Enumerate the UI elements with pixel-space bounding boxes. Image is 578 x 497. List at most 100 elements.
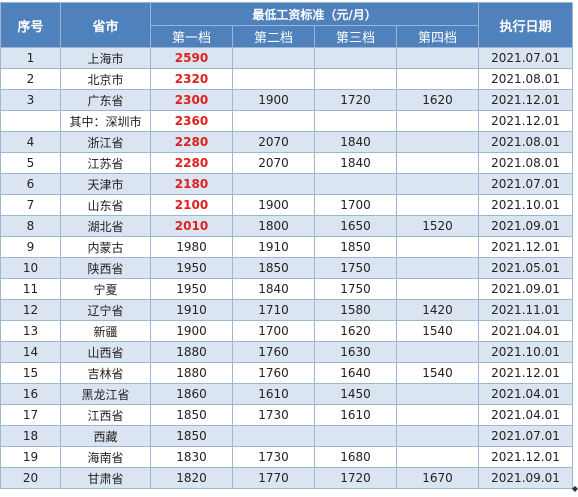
cell-date: 2021.07.01 bbox=[478, 173, 574, 195]
cell-tier-1: 2590 bbox=[150, 47, 233, 69]
table-row: 2 北京市 2320 2021.08.01 bbox=[0, 68, 574, 90]
cell-date: 2021.08.01 bbox=[478, 152, 574, 174]
cell-seq: 8 bbox=[0, 215, 61, 237]
cell-tier-3: 1840 bbox=[314, 131, 397, 153]
cell-seq: 19 bbox=[0, 446, 61, 468]
cell-tier-1: 2280 bbox=[150, 131, 233, 153]
cell-province: 宁夏 bbox=[60, 278, 151, 300]
cell-province: 上海市 bbox=[60, 47, 151, 69]
cell-tier-1: 2320 bbox=[150, 68, 233, 90]
cell-tier-1: 1880 bbox=[150, 341, 233, 363]
cell-tier-3 bbox=[314, 425, 397, 447]
cell-date: 2021.08.01 bbox=[478, 131, 574, 153]
table-row: 12 辽宁省 1910 1710 1580 1420 2021.11.01 bbox=[0, 299, 574, 321]
cell-province: 北京市 bbox=[60, 68, 151, 90]
cell-tier-3: 1700 bbox=[314, 194, 397, 216]
cell-tier-3: 1720 bbox=[314, 89, 397, 111]
cell-tier-2: 1760 bbox=[232, 362, 315, 384]
table-row: 9 内蒙古 1980 1910 1850 2021.12.01 bbox=[0, 236, 574, 258]
cell-seq: 11 bbox=[0, 278, 61, 300]
cell-province: 甘肃省 bbox=[60, 467, 151, 489]
cell-seq: 17 bbox=[0, 404, 61, 426]
cell-seq: 13 bbox=[0, 320, 61, 342]
cell-tier-1: 1860 bbox=[150, 383, 233, 405]
cell-seq: 15 bbox=[0, 362, 61, 384]
header-effective-date: 执行日期 bbox=[478, 2, 574, 48]
cell-tier-2 bbox=[232, 110, 315, 132]
cell-tier-2: 2070 bbox=[232, 152, 315, 174]
cell-date: 2021.09.01 bbox=[478, 467, 574, 489]
cell-tier-4: 1620 bbox=[395, 89, 480, 111]
cell-province: 吉林省 bbox=[60, 362, 151, 384]
cell-tier-2: 1900 bbox=[232, 194, 315, 216]
table-row: 14 山西省 1880 1760 1630 2021.10.01 bbox=[0, 341, 574, 363]
cell-date: 2021.04.01 bbox=[478, 320, 574, 342]
cell-tier-1: 2180 bbox=[150, 173, 233, 195]
cell-tier-2: 1730 bbox=[232, 404, 315, 426]
corner-mark-icon: ◆ bbox=[571, 484, 578, 493]
cell-tier-4: 1420 bbox=[395, 299, 480, 321]
cell-seq: 20 bbox=[0, 467, 61, 489]
table-row: 10 陕西省 1950 1850 1750 2021.05.01 bbox=[0, 257, 574, 279]
cell-province: 天津市 bbox=[60, 173, 151, 195]
cell-tier-2: 1700 bbox=[232, 320, 315, 342]
header-tier-2: 第二档 bbox=[232, 25, 315, 48]
cell-seq: 2 bbox=[0, 68, 61, 90]
cell-seq: 14 bbox=[0, 341, 61, 363]
cell-tier-1: 1830 bbox=[150, 446, 233, 468]
cell-date: 2021.07.01 bbox=[478, 47, 574, 69]
header-wage-standard: 最低工资标准（元/月） bbox=[149, 2, 480, 26]
header-province: 省市 bbox=[60, 2, 151, 48]
table-row: 6 天津市 2180 2021.07.01 bbox=[0, 173, 574, 195]
cell-tier-4 bbox=[395, 341, 480, 363]
cell-tier-4 bbox=[395, 47, 480, 69]
cell-province: 海南省 bbox=[60, 446, 151, 468]
cell-tier-3: 1640 bbox=[314, 362, 397, 384]
cell-province: 山东省 bbox=[60, 194, 151, 216]
cell-tier-3: 1680 bbox=[314, 446, 397, 468]
cell-province: 陕西省 bbox=[60, 257, 151, 279]
cell-tier-4 bbox=[395, 68, 480, 90]
cell-date: 2021.09.01 bbox=[478, 215, 574, 237]
cell-tier-4: 1670 bbox=[395, 467, 480, 489]
cell-seq: 1 bbox=[0, 47, 61, 69]
table-row: 17 江西省 1850 1730 1610 2021.04.01 bbox=[0, 404, 574, 426]
cell-tier-4 bbox=[395, 446, 480, 468]
cell-seq: 9 bbox=[0, 236, 61, 258]
cell-tier-4 bbox=[395, 236, 480, 258]
cell-tier-1: 1950 bbox=[150, 257, 233, 279]
cell-tier-4: 1520 bbox=[395, 215, 480, 237]
cell-seq bbox=[0, 110, 61, 132]
cell-tier-3: 1720 bbox=[314, 467, 397, 489]
table-row: 1 上海市 2590 2021.07.01 bbox=[0, 47, 574, 69]
cell-tier-4 bbox=[395, 194, 480, 216]
cell-tier-3: 1610 bbox=[314, 404, 397, 426]
cell-tier-1: 2300 bbox=[150, 89, 233, 111]
cell-tier-1: 1850 bbox=[150, 425, 233, 447]
cell-tier-4: 1540 bbox=[395, 320, 480, 342]
cell-province: 江西省 bbox=[60, 404, 151, 426]
cell-seq: 16 bbox=[0, 383, 61, 405]
minimum-wage-table: 序号 省市 最低工资标准（元/月） 执行日期 第一档 第二档 第三档 第四档 1… bbox=[0, 2, 574, 489]
cell-tier-2 bbox=[232, 173, 315, 195]
cell-tier-3: 1450 bbox=[314, 383, 397, 405]
cell-seq: 10 bbox=[0, 257, 61, 279]
cell-tier-2: 1840 bbox=[232, 278, 315, 300]
cell-tier-1: 2360 bbox=[150, 110, 233, 132]
cell-tier-4 bbox=[395, 404, 480, 426]
cell-tier-2: 1800 bbox=[232, 215, 315, 237]
cell-tier-2: 1730 bbox=[232, 446, 315, 468]
cell-province: 内蒙古 bbox=[60, 236, 151, 258]
table-row: 20 甘肃省 1820 1770 1720 1670 2021.09.01 bbox=[0, 467, 574, 489]
table-row: 19 海南省 1830 1730 1680 2021.12.01 bbox=[0, 446, 574, 468]
table-header: 序号 省市 最低工资标准（元/月） 执行日期 第一档 第二档 第三档 第四档 bbox=[0, 2, 574, 48]
header-seq: 序号 bbox=[0, 2, 61, 48]
table-row: 11 宁夏 1950 1840 1750 2021.09.01 bbox=[0, 278, 574, 300]
cell-date: 2021.11.01 bbox=[478, 299, 574, 321]
cell-tier-1: 1820 bbox=[150, 467, 233, 489]
cell-tier-3: 1750 bbox=[314, 278, 397, 300]
table-row: 15 吉林省 1880 1760 1640 1540 2021.12.01 bbox=[0, 362, 574, 384]
cell-tier-3: 1650 bbox=[314, 215, 397, 237]
table-row: 4 浙江省 2280 2070 1840 2021.08.01 bbox=[0, 131, 574, 153]
table-row: 5 江苏省 2280 2070 1840 2021.08.01 bbox=[0, 152, 574, 174]
